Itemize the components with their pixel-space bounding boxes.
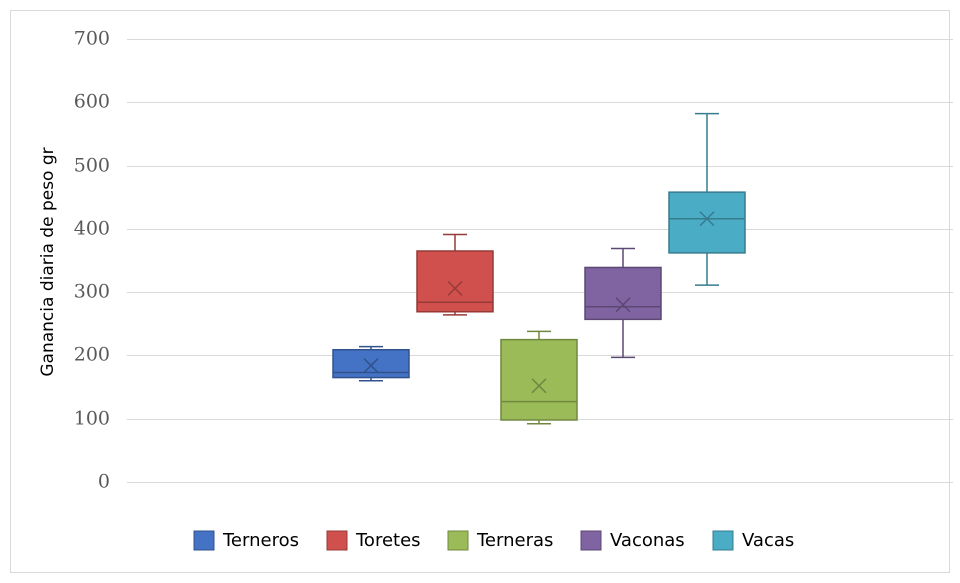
box-iqr-terneros — [332, 348, 410, 379]
mean-marker-vaconas — [615, 297, 631, 313]
boxes — [332, 112, 746, 425]
legend-item-vacas: Vacas — [712, 530, 794, 551]
mean-marker-terneras — [531, 378, 547, 394]
mean-marker-toretes — [447, 280, 463, 296]
y-tick-label-700: 700 — [74, 28, 110, 50]
box-iqr-vacas — [668, 191, 746, 254]
legend-swatch-terneras — [447, 530, 469, 551]
y-tick-label-500: 500 — [74, 155, 110, 177]
legend-label-vaconas: Vaconas — [610, 530, 685, 551]
y-tick-label-200: 200 — [74, 344, 110, 366]
y-axis-label: Ganancia diaria de peso gr — [38, 147, 58, 376]
y-tick-label-600: 600 — [74, 91, 110, 113]
y-tick-label-100: 100 — [74, 408, 110, 430]
y-tick-label-400: 400 — [74, 218, 110, 240]
box-vacas — [668, 112, 746, 286]
legend-swatch-vacas — [712, 530, 734, 551]
legend-swatch-toretes — [326, 530, 348, 551]
box-terneras — [500, 330, 578, 425]
legend-swatch-terneros — [193, 530, 215, 551]
y-axis-ticks: 0 100 200 300 400 500 600 700 — [74, 28, 110, 493]
legend-label-vacas: Vacas — [742, 530, 794, 551]
legend-label-terneras: Terneras — [476, 530, 553, 551]
gridlines — [127, 39, 953, 483]
mean-marker-terneros — [363, 358, 379, 374]
y-tick-label-300: 300 — [74, 281, 110, 303]
legend-swatch-vaconas — [580, 530, 602, 551]
box-vaconas — [584, 247, 662, 359]
legend-label-terneros: Terneros — [222, 530, 299, 551]
legend-item-terneras: Terneras — [447, 530, 553, 551]
legend-item-terneros: Terneros — [193, 530, 299, 551]
mean-marker-vacas — [699, 211, 715, 227]
legend-label-toretes: Toretes — [355, 530, 421, 551]
box-toretes — [416, 233, 494, 316]
y-tick-label-0: 0 — [98, 471, 110, 493]
box-iqr-terneras — [500, 338, 578, 421]
legend: Terneros Toretes Terneras Vaconas Vacas — [193, 530, 794, 551]
box-iqr-vaconas — [584, 266, 662, 321]
legend-item-vaconas: Vaconas — [580, 530, 685, 551]
box-terneros — [332, 345, 410, 382]
legend-item-toretes: Toretes — [326, 530, 421, 551]
